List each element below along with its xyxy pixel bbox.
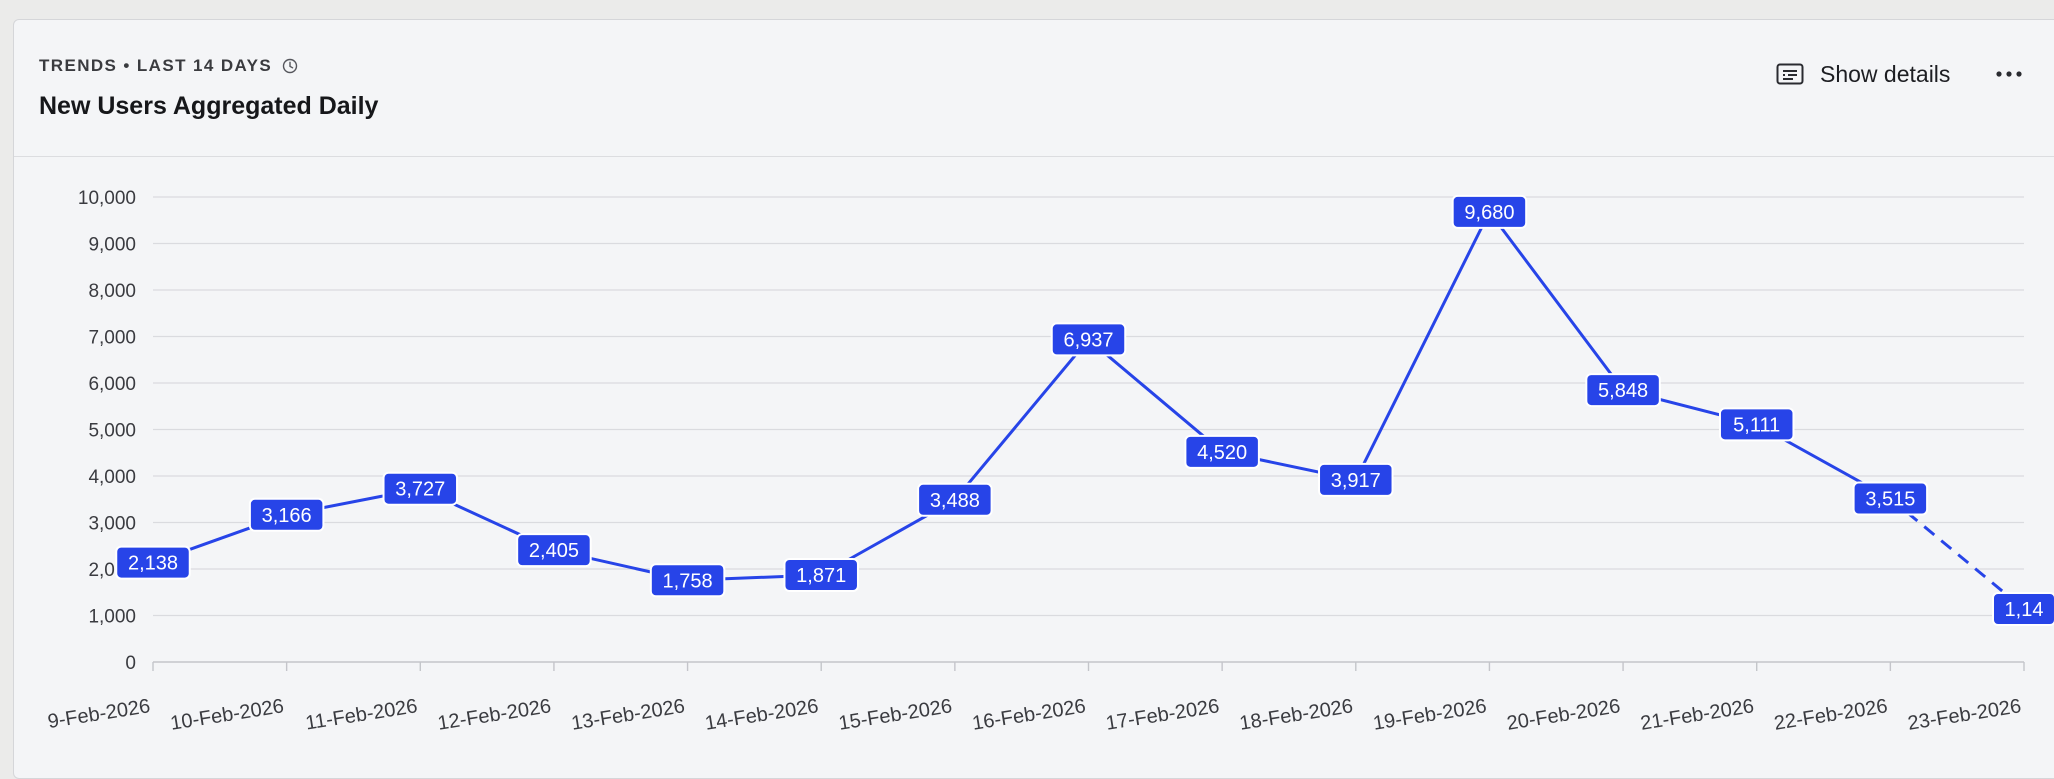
- data-label-text: 1,758: [663, 570, 713, 592]
- data-label: 9,680: [1451, 194, 1528, 229]
- data-label: 3,727: [382, 471, 459, 506]
- x-tick-label: 14-Feb-2026: [703, 695, 820, 735]
- data-label-text: 1,14: [2005, 599, 2044, 621]
- data-label: 5,848: [1585, 373, 1661, 408]
- clock-icon[interactable]: [282, 58, 298, 74]
- x-tick-label: 12-Feb-2026: [436, 695, 553, 735]
- y-tick-label: 4,000: [88, 467, 136, 488]
- data-label-box: [783, 557, 859, 592]
- card-header: TRENDS • LAST 14 DAYS New Users Aggregat…: [14, 20, 2054, 157]
- data-label-box: [649, 563, 726, 598]
- data-label-box: [248, 497, 325, 532]
- x-tick-label: 16-Feb-2026: [971, 695, 1088, 735]
- chart-card: TRENDS • LAST 14 DAYS New Users Aggregat…: [13, 19, 2054, 779]
- y-tick-label: 10,000: [78, 188, 136, 209]
- show-details-label: Show details: [1820, 60, 1951, 87]
- data-label: 4,520: [1184, 434, 1260, 469]
- more-horizontal-icon[interactable]: [1990, 56, 2030, 92]
- data-label-text: 2,138: [128, 553, 178, 575]
- data-label-box: [115, 545, 191, 580]
- data-label-text: 5,111: [1733, 414, 1780, 436]
- data-label: 6,937: [1050, 322, 1127, 357]
- x-tick-label: 18-Feb-2026: [1238, 695, 1355, 735]
- data-label-text: 3,166: [262, 505, 312, 527]
- data-label: 3,166: [248, 497, 325, 532]
- data-label-text: 3,515: [1865, 489, 1915, 511]
- data-label-box: [516, 533, 592, 568]
- eyebrow-text: TRENDS • LAST 14 DAYS: [39, 56, 273, 75]
- x-tick-label: 20-Feb-2026: [1505, 695, 1622, 735]
- data-label-box: [1718, 407, 1795, 442]
- y-tick-label: 0: [125, 653, 136, 674]
- data-label-text: 4,520: [1197, 442, 1247, 464]
- x-tick-label: 22-Feb-2026: [1773, 695, 1890, 735]
- data-label-text: 3,727: [395, 479, 445, 501]
- x-tick-label: 23-Feb-2026: [1906, 695, 2023, 735]
- data-label: 3,488: [917, 482, 993, 517]
- data-label: 5,111: [1718, 407, 1795, 442]
- x-tick-label: 19-Feb-2026: [1372, 695, 1489, 735]
- y-tick-label: 1,000: [88, 607, 136, 628]
- series-line-partial: [1889, 497, 2025, 611]
- show-details-button[interactable]: Show details: [1776, 54, 1950, 94]
- y-tick-label: 9,000: [88, 235, 136, 256]
- x-tick-label: 10-Feb-2026: [169, 695, 286, 735]
- data-label-box: [1852, 481, 1929, 516]
- details-icon: [1776, 63, 1804, 85]
- y-tick-label: 5,000: [88, 421, 136, 442]
- x-tick-label: 13-Feb-2026: [570, 695, 687, 735]
- data-label-box: [382, 471, 459, 506]
- data-label: 3,515: [1852, 481, 1929, 516]
- data-label: 3,917: [1318, 462, 1394, 497]
- chart-eyebrow: TRENDS • LAST 14 DAYS: [39, 56, 298, 76]
- chart-title: New Users Aggregated Daily: [39, 92, 379, 120]
- y-tick-label: 6,000: [88, 374, 136, 395]
- data-label-box: [1585, 373, 1661, 408]
- data-label-text: 3,917: [1331, 470, 1381, 492]
- x-tick-label: 17-Feb-2026: [1104, 695, 1221, 735]
- y-tick-label: 3,000: [88, 514, 136, 535]
- chart-plot-group: 01,0002,0003,0004,0005,0006,0007,0008,00…: [46, 188, 2054, 735]
- y-tick-label: 7,000: [88, 328, 136, 349]
- data-label: 1,758: [649, 563, 726, 598]
- data-label-text: 5,848: [1598, 380, 1648, 402]
- data-label-box: [1451, 194, 1528, 229]
- data-label-text: 1,871: [796, 565, 846, 587]
- y-tick-label: 8,000: [88, 281, 136, 302]
- x-tick-label: 11-Feb-2026: [304, 695, 419, 734]
- data-label: 2,405: [516, 533, 592, 568]
- x-tick-label: 21-Feb-2026: [1639, 695, 1756, 735]
- data-label-box: [1184, 434, 1260, 469]
- data-label: 2,138: [115, 545, 191, 580]
- data-label: 1,871: [783, 557, 859, 592]
- data-label-box: [1318, 462, 1394, 497]
- x-tick-label: 9-Feb-2026: [46, 695, 152, 733]
- data-label-box: [1050, 322, 1127, 357]
- data-label: 1,14: [1992, 591, 2054, 626]
- data-label-text: 3,488: [930, 490, 980, 512]
- x-tick-label: 15-Feb-2026: [837, 695, 954, 735]
- data-label-text: 9,680: [1464, 202, 1514, 224]
- data-label-text: 2,405: [529, 540, 579, 562]
- data-label-box: [917, 482, 993, 517]
- data-label-box: [1992, 591, 2054, 626]
- data-label-text: 6,937: [1063, 329, 1113, 351]
